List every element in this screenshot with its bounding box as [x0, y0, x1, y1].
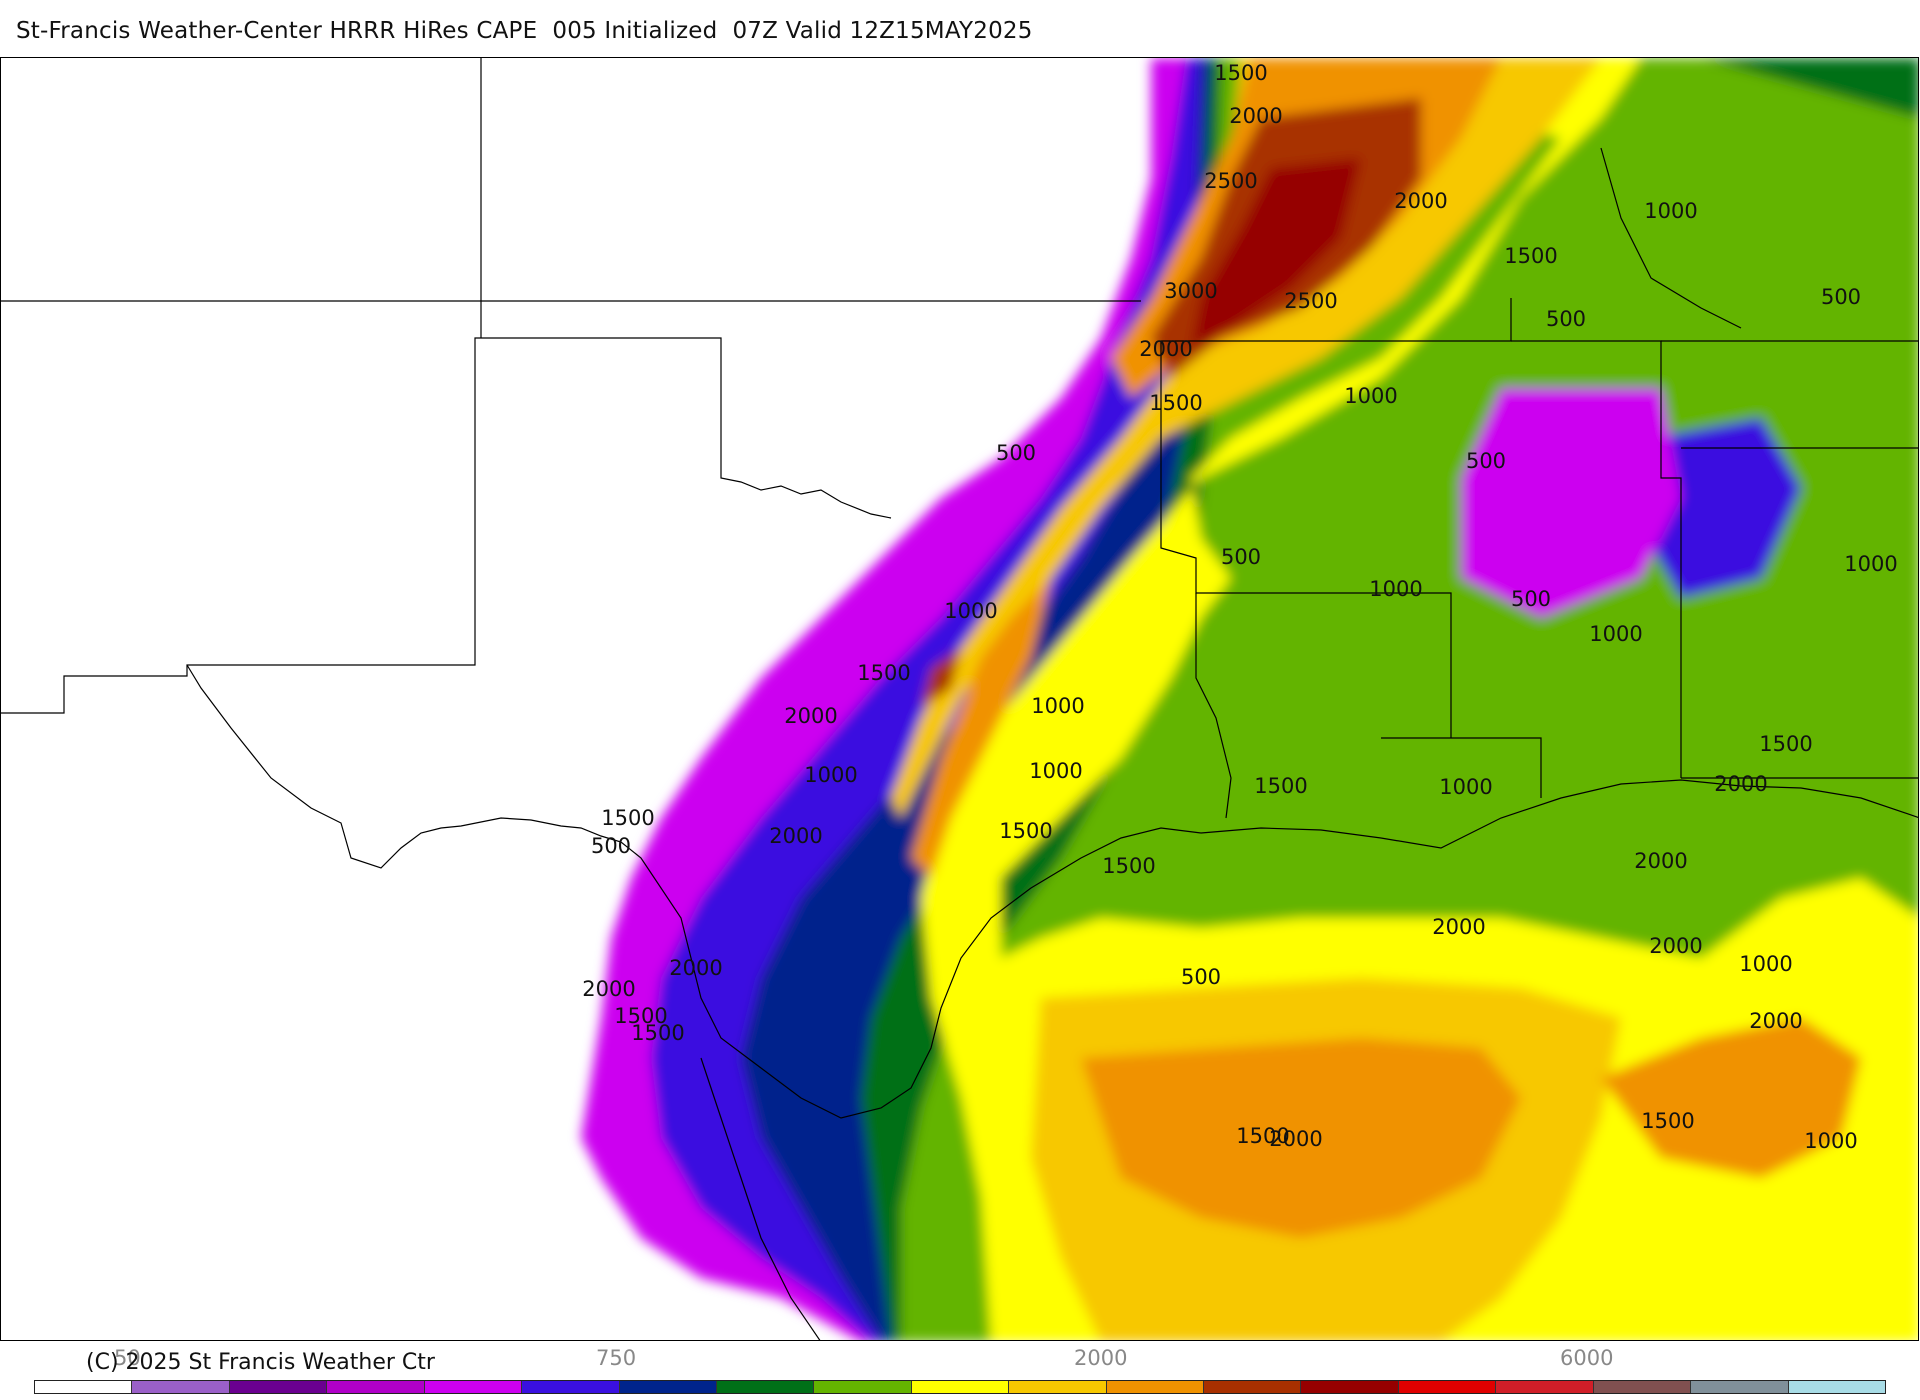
- cape-band-2500: [891, 58, 1601, 818]
- contour-label: 1000: [1589, 622, 1642, 646]
- colorbar-segment: [1398, 1381, 1497, 1393]
- colorbar-segment: [132, 1381, 230, 1393]
- contour-label: 500: [1546, 307, 1586, 331]
- contour-label: 1000: [1644, 199, 1697, 223]
- contour-label: 1500: [631, 1021, 684, 1045]
- state-border: [1, 337, 892, 714]
- contour-label: 2000: [784, 704, 837, 728]
- contour-label: 500: [591, 834, 631, 858]
- colorbar-segment: [1788, 1381, 1886, 1393]
- colorbar-tick-label: 50: [114, 1346, 141, 1370]
- contour-label: 1500: [601, 806, 654, 830]
- contour-label: 2500: [1204, 169, 1257, 193]
- cape-band-500: [1461, 388, 1681, 618]
- contour-label: 1500: [1214, 61, 1267, 85]
- gulf-coast: [1200, 779, 1918, 849]
- state-border: [1511, 340, 1682, 778]
- cape-fill-layer: [581, 58, 1918, 1340]
- cape-band-3000: [1601, 1018, 1861, 1178]
- state-border: [1381, 737, 1542, 798]
- colorbar-segment: [1106, 1381, 1205, 1393]
- contour-label: 1000: [1029, 759, 1082, 783]
- contour-label: 2000: [669, 956, 722, 980]
- contour-label: 1500: [1102, 854, 1155, 878]
- contour-label: 2000: [1139, 337, 1192, 361]
- contour-label: 1000: [944, 599, 997, 623]
- contour-label: 1000: [1804, 1129, 1857, 1153]
- mexico-coast: [700, 1057, 821, 1340]
- colorbar: [34, 1380, 1886, 1394]
- contour-label: 2000: [1714, 772, 1767, 796]
- contour-label: 1500: [1149, 391, 1202, 415]
- cape-band-4000: [1191, 158, 1361, 348]
- contour-label: 1000: [1031, 694, 1084, 718]
- colorbar-segment: [814, 1381, 912, 1393]
- colorbar-tick-label: 750: [596, 1346, 637, 1370]
- contour-label: 1000: [1844, 552, 1897, 576]
- colorbar-segment: [1301, 1381, 1399, 1393]
- state-border: [1195, 593, 1232, 819]
- colorbar-segment: [1204, 1381, 1302, 1393]
- contour-label: 2000: [1634, 849, 1687, 873]
- contour-label: 1500: [1236, 1124, 1289, 1148]
- contour-label: 500: [996, 441, 1036, 465]
- contour-label: 2000: [1229, 104, 1282, 128]
- state-border: [1160, 341, 1452, 738]
- political-borders: [1, 58, 1918, 1340]
- contour-label: 1000: [1439, 775, 1492, 799]
- contour-label: 2000: [1432, 915, 1485, 939]
- contour-label: 3000: [1164, 279, 1217, 303]
- chart-title: St-Francis Weather-Center HRRR HiRes CAP…: [16, 18, 1033, 44]
- state-border: [1, 58, 482, 302]
- contour-label: 500: [1181, 965, 1221, 989]
- colorbar-segment: [424, 1381, 523, 1393]
- contour-label: 1500: [1759, 732, 1812, 756]
- contour-label: 1000: [1344, 384, 1397, 408]
- colorbar-segment: [716, 1381, 815, 1393]
- copyright-text: (C) 2025 St Francis Weather Ctr: [86, 1350, 435, 1375]
- contour-label: 1000: [804, 763, 857, 787]
- colorbar-tick-label: 2000: [1074, 1346, 1128, 1370]
- contour-label: 500: [1221, 545, 1261, 569]
- colorbar-segment: [619, 1381, 717, 1393]
- cape-band-3000: [911, 578, 1051, 878]
- contour-label: 500: [1466, 449, 1506, 473]
- contour-label: 2000: [582, 977, 635, 1001]
- colorbar-segment: [911, 1381, 1010, 1393]
- contour-label: 1500: [1504, 244, 1557, 268]
- contour-label: 500: [1821, 285, 1861, 309]
- contour-label: 2000: [1649, 934, 1702, 958]
- contour-label: 1500: [1641, 1109, 1694, 1133]
- contour-label: 1000: [1739, 952, 1792, 976]
- contour-label: 500: [1511, 587, 1551, 611]
- colorbar-segment: [1496, 1381, 1594, 1393]
- colorbar-segment: [1691, 1381, 1789, 1393]
- colorbar-segment: [229, 1381, 328, 1393]
- colorbar-segment: [327, 1381, 425, 1393]
- contour-label: 1500: [1254, 774, 1307, 798]
- state-border: [1600, 147, 1742, 329]
- contour-label: 2000: [1749, 1009, 1802, 1033]
- contour-label: 1500: [999, 819, 1052, 843]
- contour-label: 2000: [1394, 189, 1447, 213]
- cape-band-3000: [1081, 1038, 1521, 1238]
- colorbar-tick-label: 6000: [1560, 1346, 1614, 1370]
- contour-label: 1500: [614, 1004, 667, 1028]
- cape-map: 1500 2000 2500 2000 1000 3000 2500 1500 500 500 20…: [0, 57, 1919, 1341]
- texas-border: [186, 664, 1202, 1119]
- colorbar-segment: [35, 1381, 133, 1393]
- colorbar-segment: [1593, 1381, 1692, 1393]
- contour-label: 1000: [1369, 577, 1422, 601]
- colorbar-segment: [522, 1381, 620, 1393]
- colorbar-segment: [1009, 1381, 1107, 1393]
- contour-label: 2000: [769, 824, 822, 848]
- contour-label: 2500: [1284, 289, 1337, 313]
- contour-label: 1500: [857, 661, 910, 685]
- cape-band-3500: [921, 648, 961, 708]
- contour-label: 2000: [1269, 1127, 1322, 1151]
